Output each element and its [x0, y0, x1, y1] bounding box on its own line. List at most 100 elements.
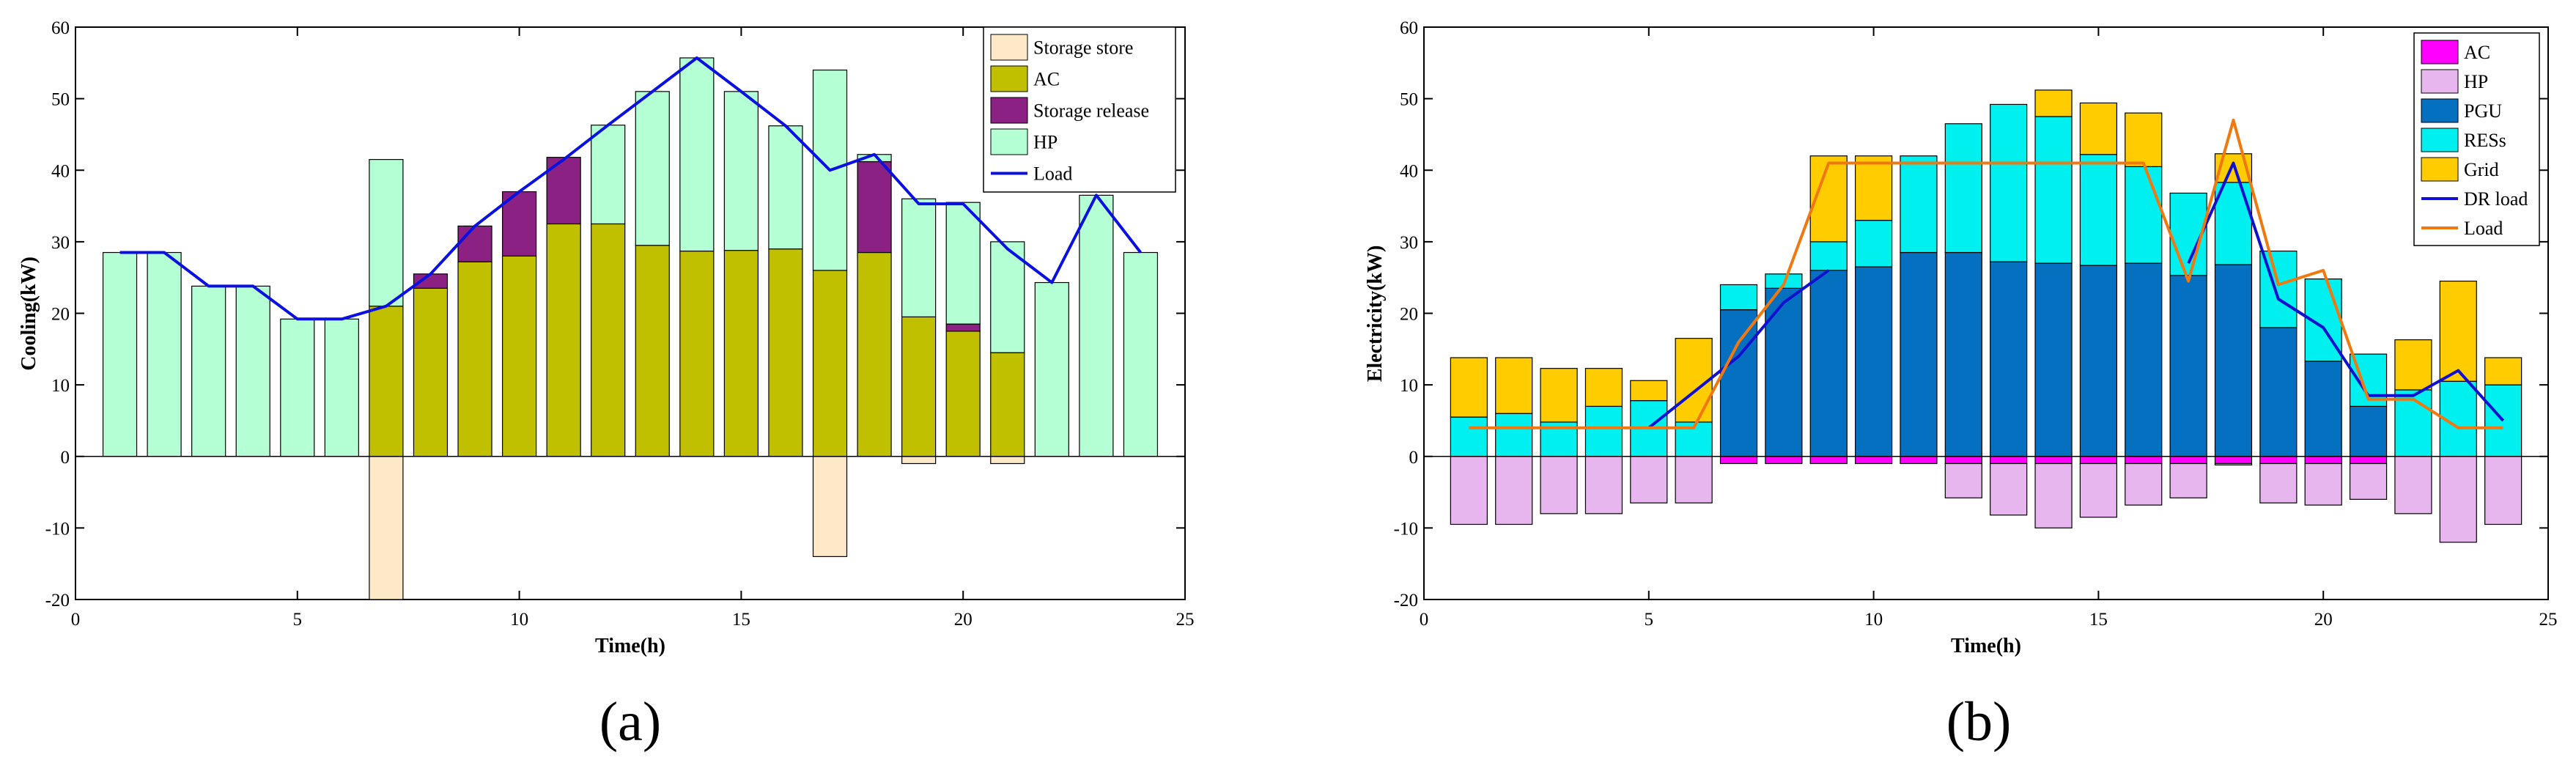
bar-ress-h14: [2034, 116, 2073, 264]
bar-hp-h4: [235, 285, 270, 457]
bar-ac-h8: [1765, 456, 1803, 465]
bar-grid-h3: [1540, 368, 1578, 423]
bar-pgu-h8: [1765, 287, 1803, 457]
bars-b: [1450, 89, 2523, 543]
legend-label-ac: AC: [2464, 42, 2490, 63]
bar-hp-h12: [1944, 462, 1982, 498]
bar-grid-h5: [1630, 380, 1668, 402]
bar-hp-h4: [1584, 456, 1623, 514]
bar-hp-h22: [1034, 281, 1069, 457]
bar-hp-h15: [2079, 462, 2117, 518]
bar-ac-h17: [812, 270, 848, 457]
y-tick-label: -10: [45, 519, 70, 539]
lines-b: [1469, 118, 2505, 429]
bar-ress-h11: [1900, 155, 1938, 254]
bar-ac-h20: [2304, 456, 2342, 465]
y-tick-label: -20: [1394, 591, 1418, 610]
x-tick-label: 5: [1645, 610, 1654, 630]
legend-swatch-hp: [2421, 69, 2459, 94]
bar-ress-h12: [1944, 123, 1982, 254]
electricity-chart: 0 5 10 15 20 25 -20 -10 0 10 20 30 40 50 60 Time(h) El…: [1364, 18, 2558, 753]
bar-ac-h19: [901, 316, 937, 457]
bar-ress-h16: [2125, 166, 2163, 264]
bar-grid-h6: [1675, 338, 1713, 423]
bar-grid-h16: [2125, 112, 2163, 167]
bar-grid-h22: [2394, 339, 2432, 391]
bar-ress-h13: [1990, 103, 2028, 262]
bar-grid-h1: [1450, 357, 1488, 418]
y-tick-label: 60: [51, 18, 70, 38]
bar-grid-h15: [2079, 102, 2117, 155]
line-load: [1469, 118, 2503, 429]
y-tick-label: 50: [1400, 90, 1418, 110]
bar-hp-h24: [2484, 456, 2523, 525]
x-tick-label: 5: [293, 610, 303, 630]
legend-label-storage-release: Storage release: [1033, 100, 1149, 122]
bar-ac-h10: [1855, 456, 1893, 465]
bar-grid-h2: [1495, 357, 1533, 414]
bar-hp-h22: [2394, 456, 2432, 514]
y-axis-label-a: Cooling(kW): [18, 257, 40, 371]
bar-ress-h2: [1495, 413, 1533, 457]
bar-pgu-h13: [1990, 261, 2028, 457]
bar-hp-h20: [2304, 462, 2342, 506]
bar-ac-h11: [1900, 456, 1938, 465]
legend-label-pgu: PGU: [2464, 100, 2502, 122]
legend-swatch-hp: [990, 128, 1028, 155]
bar-ress-h10: [1855, 219, 1893, 268]
legend-label-hp: HP: [1033, 132, 1058, 153]
bar-ac-h11: [546, 223, 581, 457]
bar-storage-store-h7: [369, 456, 404, 600]
legend-label-ac: AC: [1033, 69, 1060, 90]
bar-ac-h9: [1809, 456, 1848, 465]
bar-storage-store-h19: [901, 456, 937, 465]
bar-hp-h17: [2169, 462, 2207, 498]
bar-pgu-h21: [2349, 405, 2388, 457]
bar-ac-h13: [1990, 456, 2028, 465]
bar-hp-h23: [1079, 194, 1114, 457]
bar-ress-h22: [2394, 389, 2432, 457]
bar-hp-h21: [2349, 462, 2388, 500]
bar-hp-h1: [1450, 456, 1488, 525]
bar-ac-h16: [2125, 456, 2163, 465]
x-tick-label: 10: [1864, 610, 1883, 630]
y-tick-label: 30: [51, 233, 70, 253]
line-dr-load: [1647, 269, 1830, 429]
bar-storage-release-h10: [501, 191, 537, 257]
bar-storage-release-h20: [945, 323, 981, 332]
bar-ac-h12: [591, 223, 626, 457]
bar-ress-h7: [1719, 284, 1758, 311]
bar-pgu-h15: [2079, 265, 2117, 457]
bar-hp-h21: [990, 241, 1025, 353]
ticks-a: 0 5 10 15 20 25 -20 -10 0 10 20 30 40 50 60: [45, 18, 1195, 630]
bar-hp-h20: [945, 202, 981, 325]
x-tick-label: 25: [1176, 610, 1195, 630]
bar-hp-h19: [2259, 462, 2298, 503]
bar-hp-h13: [1990, 462, 2028, 516]
bar-ress-h1: [1450, 416, 1488, 457]
bar-ac-h18: [2214, 456, 2253, 465]
bar-ac-h13: [635, 245, 670, 457]
bar-hp-h16: [2125, 462, 2163, 506]
y-tick-label: 30: [1400, 233, 1418, 253]
bar-ac-h9: [457, 261, 492, 457]
bar-pgu-h7: [1719, 309, 1758, 457]
bar-ac-h15: [2079, 456, 2117, 465]
bar-hp-h14: [2034, 462, 2073, 528]
bar-ac-h15: [723, 249, 759, 457]
bar-ac-h21: [990, 352, 1025, 457]
x-axis-label-b: Time(h): [1951, 635, 2021, 657]
x-tick-label: 0: [1420, 610, 1429, 630]
line-load: [119, 56, 1142, 321]
bar-ress-h15: [2079, 154, 2117, 266]
y-tick-label: 50: [51, 90, 70, 110]
bar-hp-h15: [723, 91, 759, 251]
legend-label-load: Load: [2464, 218, 2503, 239]
bar-hp-h16: [768, 125, 803, 250]
bar-hp-h2: [147, 251, 182, 457]
bar-pgu-h16: [2125, 262, 2163, 457]
x-tick-label: 20: [2314, 610, 2333, 630]
bar-ac-h14: [679, 250, 715, 457]
legend-swatch-ac: [990, 65, 1028, 92]
